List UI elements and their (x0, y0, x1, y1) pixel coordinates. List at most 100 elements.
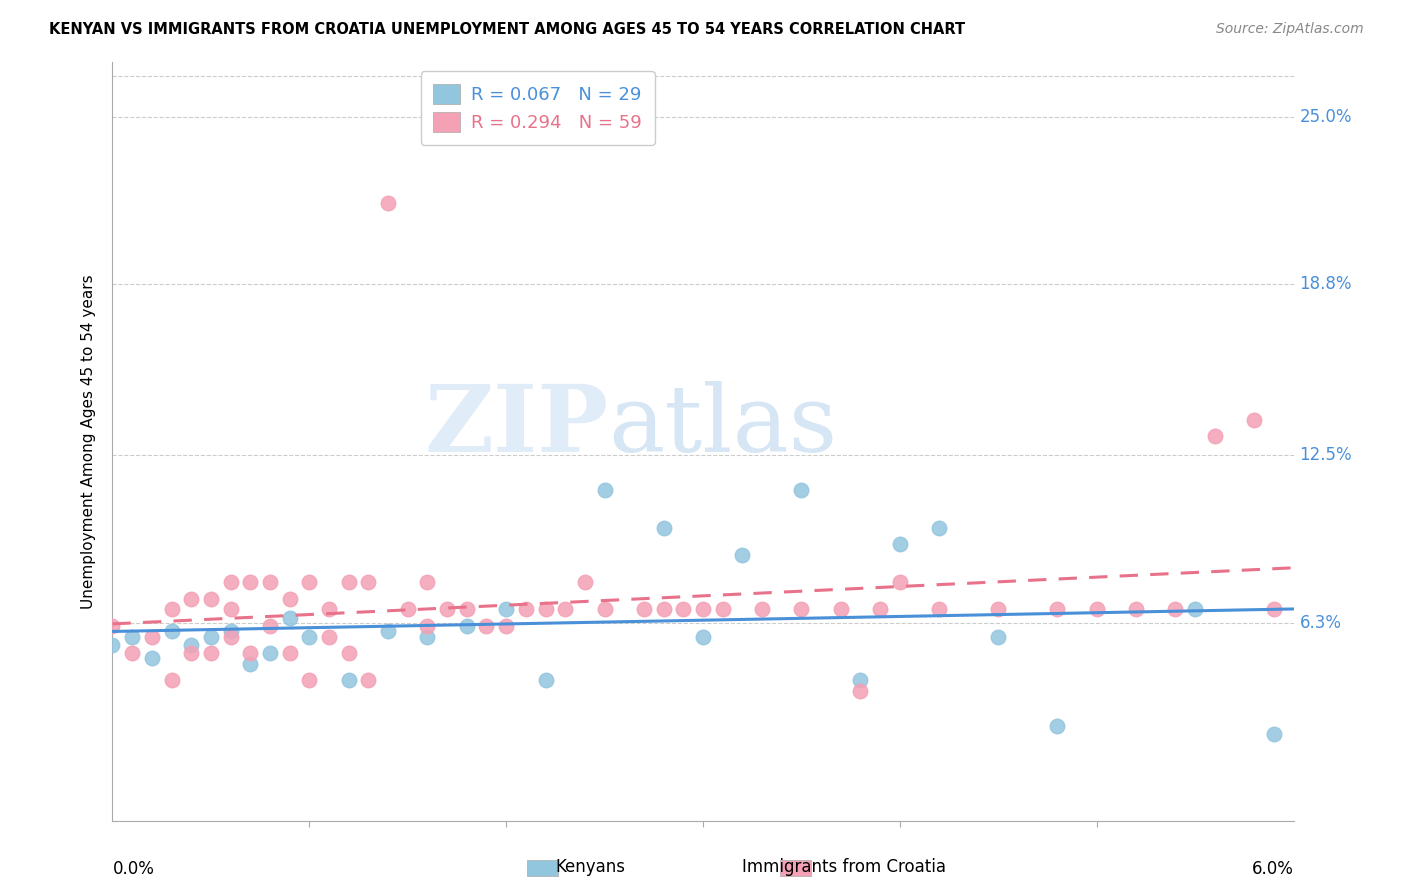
Point (790, 483, 813, 498)
Point (298, 575, 321, 590)
Point (672, 602, 695, 616)
FancyBboxPatch shape (780, 860, 811, 876)
Point (239, 575, 262, 590)
Point (1085, 602, 1108, 616)
Point (830, 602, 852, 616)
Point (141, 651, 163, 665)
Point (515, 602, 537, 616)
Point (219, 575, 242, 590)
Point (1204, 429, 1226, 443)
Point (692, 602, 714, 616)
Point (1263, 602, 1285, 616)
Point (259, 618, 281, 632)
Point (357, 673, 380, 687)
Point (711, 602, 734, 616)
Point (534, 673, 557, 687)
Point (337, 575, 360, 590)
FancyBboxPatch shape (527, 860, 558, 876)
Point (593, 602, 616, 616)
Text: 6.3%: 6.3% (1299, 614, 1341, 632)
Point (495, 602, 517, 616)
Point (534, 602, 557, 616)
Point (298, 673, 321, 687)
Point (239, 657, 262, 671)
Text: 0.0%: 0.0% (112, 860, 155, 878)
Legend: R = 0.067   N = 29, R = 0.294   N = 59: R = 0.067 N = 29, R = 0.294 N = 59 (420, 71, 655, 145)
Point (495, 618, 517, 632)
Point (337, 646, 360, 660)
Point (278, 591, 301, 606)
Point (849, 673, 872, 687)
Point (987, 630, 1010, 644)
Point (928, 521, 950, 535)
Text: KENYAN VS IMMIGRANTS FROM CROATIA UNEMPLOYMENT AMONG AGES 45 TO 54 YEARS CORRELA: KENYAN VS IMMIGRANTS FROM CROATIA UNEMPL… (49, 22, 966, 37)
Text: Source: ZipAtlas.com: Source: ZipAtlas.com (1216, 22, 1364, 37)
Point (574, 575, 596, 590)
Text: 12.5%: 12.5% (1299, 446, 1353, 464)
Point (849, 683, 872, 698)
Point (456, 618, 478, 632)
Point (1243, 413, 1265, 427)
Point (554, 602, 576, 616)
Point (200, 646, 222, 660)
Point (318, 630, 340, 644)
Point (259, 646, 281, 660)
Point (869, 602, 891, 616)
Point (633, 602, 655, 616)
Point (318, 602, 340, 616)
Point (593, 483, 616, 498)
Point (1125, 602, 1147, 616)
Point (141, 630, 163, 644)
Point (180, 591, 202, 606)
Point (200, 591, 222, 606)
Point (396, 602, 419, 616)
Point (475, 618, 498, 632)
Point (889, 537, 911, 551)
Point (337, 673, 360, 687)
Y-axis label: Unemployment Among Ages 45 to 54 years: Unemployment Among Ages 45 to 54 years (80, 274, 96, 609)
Point (1046, 602, 1069, 616)
Point (219, 624, 242, 639)
Point (219, 630, 242, 644)
Point (416, 630, 439, 644)
Point (160, 673, 183, 687)
Text: 18.8%: 18.8% (1299, 276, 1353, 293)
Text: atlas: atlas (609, 382, 838, 471)
Point (121, 630, 143, 644)
Point (416, 618, 439, 632)
Point (456, 602, 478, 616)
Point (160, 602, 183, 616)
Point (180, 646, 202, 660)
Point (1046, 719, 1069, 733)
Text: 25.0%: 25.0% (1299, 108, 1353, 126)
Text: Immigrants from Croatia: Immigrants from Croatia (741, 858, 946, 876)
Point (889, 575, 911, 590)
Text: Kenyans: Kenyans (555, 858, 626, 876)
Point (436, 602, 458, 616)
Point (259, 575, 281, 590)
Point (219, 602, 242, 616)
Point (928, 602, 950, 616)
Point (121, 646, 143, 660)
Point (160, 624, 183, 639)
Point (377, 196, 399, 211)
Point (239, 646, 262, 660)
Point (692, 630, 714, 644)
Point (1164, 602, 1187, 616)
Point (278, 610, 301, 624)
Text: ZIP: ZIP (425, 382, 609, 471)
Point (652, 602, 675, 616)
Point (377, 624, 399, 639)
Point (751, 602, 773, 616)
Point (987, 602, 1010, 616)
Point (1184, 602, 1206, 616)
Point (731, 548, 754, 563)
Point (1263, 727, 1285, 741)
Point (278, 646, 301, 660)
Point (416, 575, 439, 590)
Point (101, 638, 124, 652)
Point (298, 630, 321, 644)
Point (101, 618, 124, 632)
Point (180, 638, 202, 652)
Point (200, 630, 222, 644)
